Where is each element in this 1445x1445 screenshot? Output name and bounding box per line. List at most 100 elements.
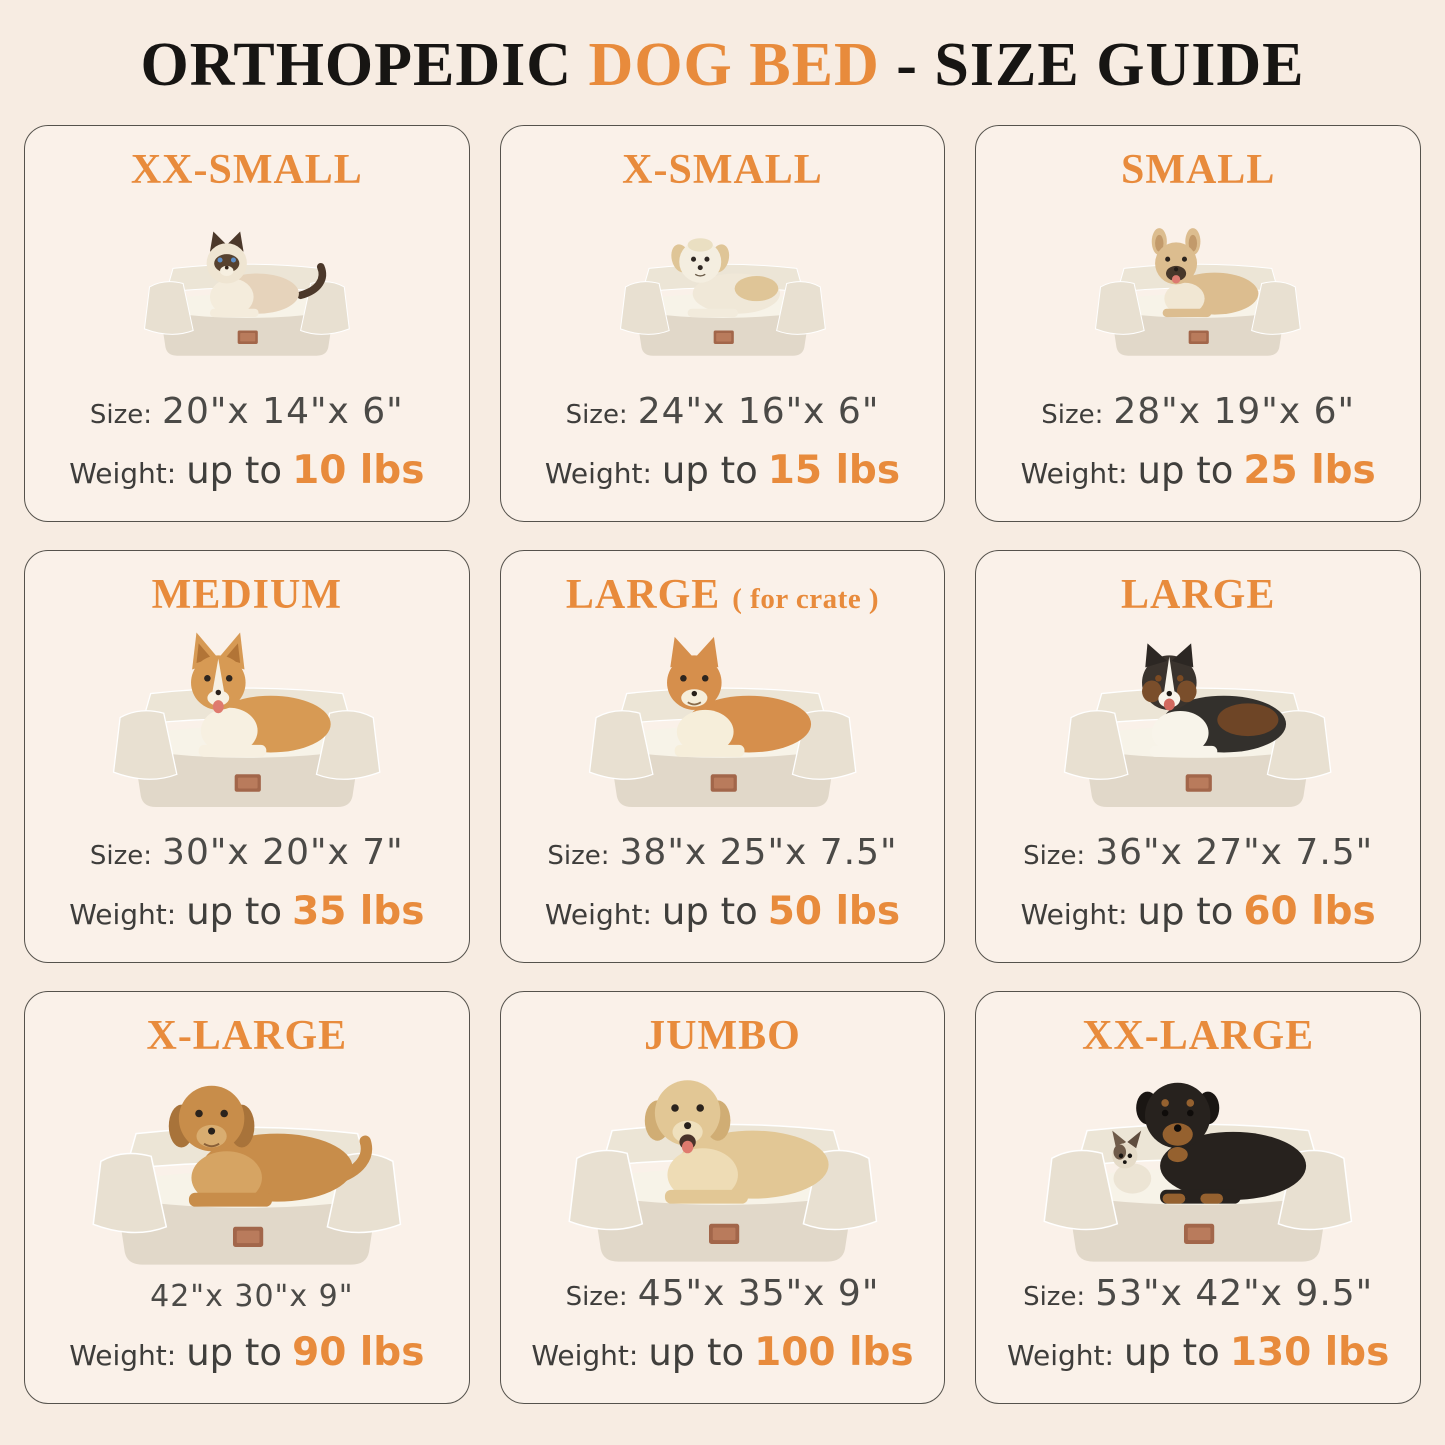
- weight-label: Weight:: [69, 457, 177, 490]
- card-title-text: XX-SMALL: [130, 147, 363, 193]
- size-value: 30"x 20"x 7": [162, 832, 404, 873]
- weight-prefix: up to: [1137, 890, 1234, 933]
- size-card-small: SMALL: [975, 125, 1421, 522]
- chihuahua-figure: [1112, 1130, 1152, 1194]
- size-card-xx-large: XX-LARGE: [975, 991, 1421, 1404]
- size-spec: Size: 38"x 25"x 7.5": [513, 832, 933, 873]
- card-title-text: SMALL: [1120, 147, 1276, 193]
- size-value: 45"x 35"x 9": [637, 1273, 880, 1314]
- weight-value: 90 lbs: [292, 1330, 425, 1375]
- pet-photo-french-bulldog: [988, 192, 1408, 391]
- weight-value: 10 lbs: [292, 448, 425, 493]
- size-card-x-small: X-SMALL Size: 24"x: [499, 125, 946, 522]
- size-label: Size:: [547, 841, 610, 871]
- dog-figure: [670, 237, 780, 317]
- page-title-part2: - SIZE GUIDE: [879, 31, 1305, 99]
- weight-value: 15 lbs: [767, 448, 901, 493]
- dog-on-bed-illustration: [588, 637, 857, 809]
- pet-photo-golden-retriever: [37, 1058, 457, 1279]
- card-title: XX-LARGE: [1082, 1014, 1314, 1058]
- pet-photo-border-collie: [988, 617, 1408, 832]
- size-label: Size:: [1041, 400, 1104, 430]
- size-label: Size:: [565, 1282, 628, 1312]
- weight-value: 35 lbs: [292, 889, 425, 934]
- size-spec: Size: 20"x 14"x 6": [37, 391, 457, 432]
- size-spec: Size: 28"x 19"x 6": [988, 391, 1408, 432]
- card-title-text: JUMBO: [644, 1013, 801, 1059]
- pet-photo-ragdoll-cat: [37, 192, 457, 391]
- card-specs: 42"x 30"x 9" Weight: up to 90 lbs: [37, 1279, 457, 1375]
- weight-label: Weight:: [531, 1339, 639, 1372]
- dog-figure: [644, 1079, 829, 1204]
- pet-photo-small-white-dog: [513, 192, 933, 391]
- card-title: LARGE: [1121, 573, 1275, 617]
- weight-label: Weight:: [1020, 898, 1128, 931]
- weight-spec: Weight: up to 10 lbs: [37, 448, 457, 493]
- rottweiler-figure: [1136, 1082, 1307, 1204]
- card-specs: Size: 24"x 16"x 6" Weight: up to 15 lbs: [513, 391, 933, 493]
- card-specs: Size: 53"x 42"x 9.5" Weight: up to 130 lbs: [988, 1273, 1408, 1375]
- weight-spec: Weight: up to 50 lbs: [513, 889, 933, 934]
- pet-photo-labrador: [513, 1058, 933, 1273]
- card-title: X-SMALL: [622, 148, 823, 192]
- card-subtitle: ( for crate ): [732, 583, 880, 615]
- size-value: 20"x 14"x 6": [162, 391, 404, 432]
- weight-label: Weight:: [69, 1339, 177, 1372]
- size-spec: 42"x 30"x 9": [37, 1279, 457, 1314]
- size-card-x-large: X-LARGE: [24, 991, 470, 1404]
- card-specs: Size: 20"x 14"x 6" Weight: up to 10 lbs: [37, 391, 457, 493]
- size-spec: Size: 53"x 42"x 9.5": [988, 1273, 1408, 1314]
- card-title: XX-SMALL: [131, 148, 363, 192]
- cat-figure: [206, 231, 327, 317]
- size-card-large: LARGE: [975, 550, 1421, 963]
- weight-label: Weight:: [1020, 457, 1128, 490]
- weight-label: Weight:: [544, 898, 652, 931]
- page-title: ORTHOPEDIC DOG BED - SIZE GUIDE: [0, 0, 1445, 125]
- card-specs: Size: 28"x 19"x 6" Weight: up to 25 lbs: [988, 391, 1408, 493]
- weight-value: 25 lbs: [1243, 448, 1376, 493]
- size-value: 42"x 30"x 9": [150, 1279, 354, 1314]
- size-spec: Size: 30"x 20"x 7": [37, 832, 457, 873]
- weight-label: Weight:: [69, 898, 177, 931]
- weight-prefix: up to: [1137, 449, 1234, 492]
- weight-label: Weight:: [1006, 1339, 1114, 1372]
- card-specs: Size: 30"x 20"x 7" Weight: up to 35 lbs: [37, 832, 457, 934]
- weight-spec: Weight: up to 15 lbs: [513, 448, 933, 493]
- weight-value: 50 lbs: [767, 889, 901, 934]
- weight-prefix: up to: [661, 890, 758, 933]
- size-card-xx-small: XX-SMALL: [24, 125, 470, 522]
- size-spec: Size: 24"x 16"x 6": [513, 391, 933, 432]
- size-label: Size:: [1023, 841, 1086, 871]
- card-specs: Size: 38"x 25"x 7.5" Weight: up to 50 lbs: [513, 832, 933, 934]
- card-title-text: LARGE: [565, 572, 721, 618]
- card-specs: Size: 36"x 27"x 7.5" Weight: up to 60 lbs: [988, 832, 1408, 934]
- weight-spec: Weight: up to 25 lbs: [988, 448, 1408, 493]
- size-spec: Size: 45"x 35"x 9": [513, 1273, 933, 1314]
- cat-on-bed-illustration: [143, 231, 350, 356]
- weight-prefix: up to: [186, 890, 283, 933]
- weight-spec: Weight: up to 90 lbs: [37, 1330, 457, 1375]
- dog-on-bed-illustration: [568, 1079, 877, 1262]
- weight-prefix: up to: [186, 449, 283, 492]
- weight-prefix: up to: [661, 449, 758, 492]
- size-card-large-for-crate: LARGE ( for crate ): [499, 550, 946, 963]
- dog-figure: [666, 637, 811, 758]
- size-label: Size:: [1023, 1282, 1086, 1312]
- weight-spec: Weight: up to 130 lbs: [988, 1330, 1408, 1375]
- size-guide-grid: XX-SMALL: [0, 125, 1445, 1430]
- dogs-on-bed-illustration: [1043, 1082, 1353, 1262]
- weight-prefix: up to: [648, 1331, 745, 1374]
- weight-value: 100 lbs: [754, 1330, 914, 1375]
- dog-figure: [1142, 643, 1287, 758]
- weight-spec: Weight: up to 35 lbs: [37, 889, 457, 934]
- weight-value: 130 lbs: [1229, 1330, 1390, 1375]
- card-title: MEDIUM: [152, 573, 342, 617]
- pet-photo-corgi: [37, 617, 457, 832]
- card-title-text: X-LARGE: [146, 1013, 348, 1059]
- pet-photo-rottweiler-with-chihuahua: [988, 1058, 1408, 1273]
- weight-spec: Weight: up to 60 lbs: [988, 889, 1408, 934]
- pet-photo-shiba-inu: [513, 617, 933, 832]
- dog-figure: [191, 632, 331, 758]
- card-title: SMALL: [1121, 148, 1275, 192]
